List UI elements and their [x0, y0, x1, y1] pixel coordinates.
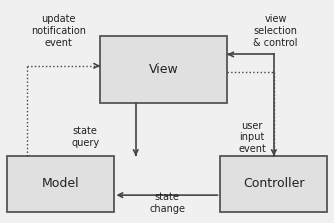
Text: View: View	[149, 63, 179, 76]
Text: Controller: Controller	[243, 178, 305, 190]
Text: state
query: state query	[71, 126, 99, 148]
FancyBboxPatch shape	[7, 156, 114, 212]
Text: Model: Model	[41, 178, 79, 190]
FancyBboxPatch shape	[220, 156, 327, 212]
Text: state
change: state change	[149, 192, 185, 214]
Text: view
selection
& control: view selection & control	[253, 14, 298, 48]
FancyBboxPatch shape	[100, 36, 227, 103]
Text: update
notification
event: update notification event	[31, 14, 86, 48]
Text: user
input
event: user input event	[238, 121, 266, 154]
